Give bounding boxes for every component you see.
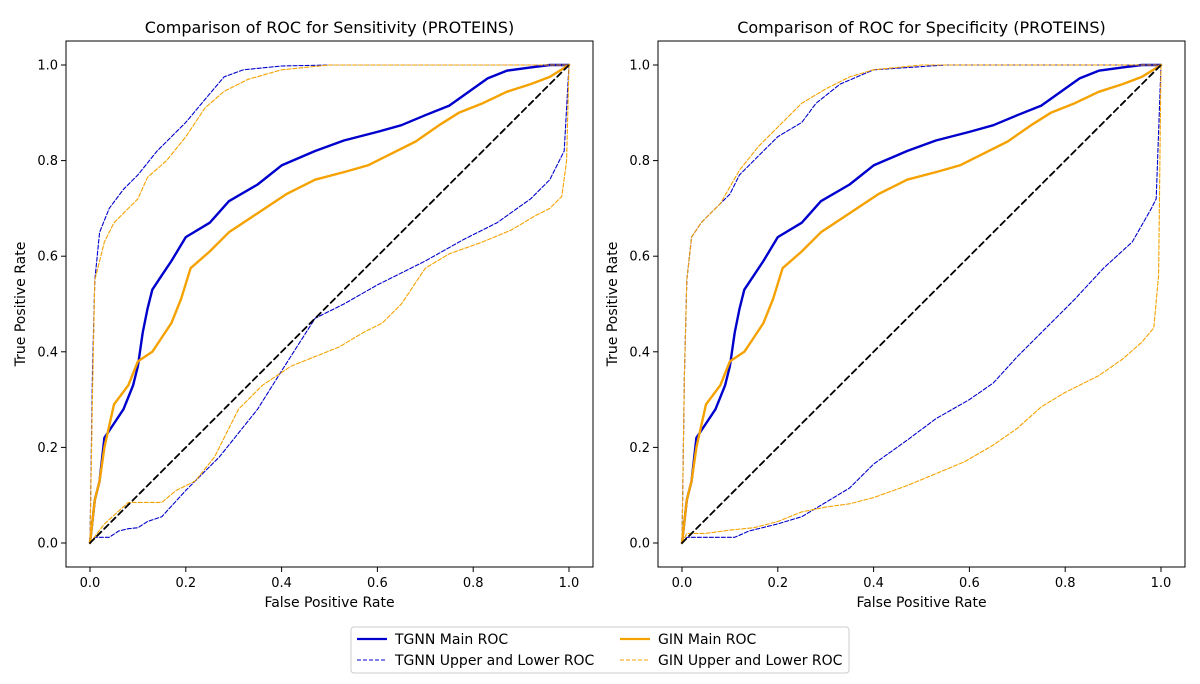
plot-frame [657,40,1186,568]
x-axis-label: False Positive Rate [856,595,986,611]
tick-layer: 0.0 0.2 0.4 0.6 0.8 1.0 0.0 0.2 0.4 0.6 0.8 1.0 [37,59,579,592]
chart-specificity: Comparison of ROC for Specificity (PROTE… [605,18,1186,611]
plot-area [680,63,1163,545]
y-tick-label: 0.8 [37,154,58,169]
x-tick-label: 1.0 [559,576,580,591]
y-tick-label: 1.0 [37,59,58,74]
x-tick-label: 0.0 [80,576,101,591]
x-tick-label: 0.8 [1055,576,1076,591]
x-axis-label: False Positive Rate [264,595,394,611]
chart-title: Comparison of ROC for Specificity (PROTE… [737,18,1106,37]
x-tick-label: 0.4 [271,576,292,591]
legend-frame [350,626,850,674]
series-line-tgnn-main-roc [680,63,1163,545]
series-line-gin-lower-roc [681,64,1162,544]
series-line-gin-upper-roc [89,64,570,544]
chart-title: Comparison of ROC for Sensitivity (PROTE… [145,18,514,37]
y-tick-label: 0.4 [629,345,650,360]
series-line-tgnn-upper-roc [89,64,570,544]
y-tick-label: 0.8 [629,154,650,169]
plot-frame [65,40,594,568]
legend: TGNN Main ROC TGNN Upper and Lower ROC G… [350,626,850,674]
legend-label: TGNN Upper and Lower ROC [394,653,595,669]
x-tick-label: 1.0 [1151,576,1172,591]
plot-area [88,63,571,545]
y-axis-label: True Positive Rate [13,242,29,368]
y-tick-label: 0.2 [629,441,650,456]
legend-label: GIN Main ROC [658,632,757,648]
y-tick-label: 1.0 [629,59,650,74]
chart-sensitivity: Comparison of ROC for Sensitivity (PROTE… [13,18,594,611]
x-tick-label: 0.2 [767,576,788,591]
series-line-gin-upper-roc [681,64,1162,544]
y-tick-label: 0.4 [37,345,58,360]
legend-label: TGNN Main ROC [394,632,508,648]
series-line-gin-lower-roc [89,64,570,544]
y-axis-label: True Positive Rate [605,242,621,368]
series-line-chance [681,64,1162,544]
tick-layer: 0.0 0.2 0.4 0.6 0.8 1.0 0.0 0.2 0.4 0.6 0.8 1.0 [629,59,1171,592]
series-line-tgnn-lower-roc [681,64,1162,544]
series-line-tgnn-main-roc [88,63,571,545]
x-tick-label: 0.4 [863,576,884,591]
y-tick-label: 0.2 [37,441,58,456]
x-tick-label: 0.0 [672,576,693,591]
series-line-gin-main-roc [88,63,571,545]
y-tick-label: 0.6 [37,250,58,265]
x-tick-label: 0.6 [959,576,980,591]
y-tick-label: 0.6 [629,250,650,265]
y-tick-label: 0.0 [37,537,58,552]
y-tick-label: 0.0 [629,537,650,552]
series-line-tgnn-lower-roc [89,64,570,544]
x-tick-label: 0.6 [367,576,388,591]
series-line-chance [89,64,570,544]
legend-label: GIN Upper and Lower ROC [658,653,843,669]
x-tick-label: 0.2 [175,576,196,591]
x-tick-label: 0.8 [463,576,484,591]
series-line-gin-main-roc [680,63,1163,545]
